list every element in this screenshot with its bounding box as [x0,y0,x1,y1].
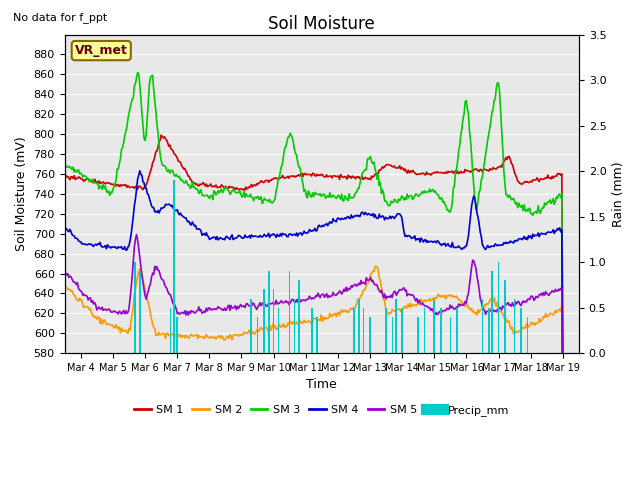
Bar [263,289,265,353]
Bar [488,308,490,353]
Bar [395,299,397,353]
Bar [316,317,317,353]
Bar [358,299,360,353]
Bar [298,280,300,353]
Bar [520,308,522,353]
Bar [482,299,483,353]
Bar [273,289,275,353]
Bar [456,308,458,353]
Bar [417,317,419,353]
Bar [392,317,394,353]
Bar [433,299,435,353]
Bar [527,317,529,353]
Bar [353,308,355,353]
Bar [289,271,291,353]
Bar [173,180,175,353]
Y-axis label: Rain (mm): Rain (mm) [612,161,625,227]
Bar [504,280,506,353]
Bar [449,317,451,353]
Bar [492,271,493,353]
Title: Soil Moisture: Soil Moisture [268,15,375,33]
Bar [514,299,515,353]
Bar [363,308,364,353]
Bar [268,271,269,353]
X-axis label: Time: Time [307,378,337,392]
Bar [385,308,387,353]
Bar [250,299,252,353]
Text: No data for f_ppt: No data for f_ppt [13,12,107,23]
Bar [424,308,426,353]
Bar [134,262,136,353]
Text: VR_met: VR_met [75,44,128,57]
Bar [440,308,442,353]
Legend: SM 1, SM 2, SM 3, SM 4, SM 5, Precip_mm: SM 1, SM 2, SM 3, SM 4, SM 5, Precip_mm [129,400,514,420]
Bar [401,308,403,353]
Y-axis label: Soil Moisture (mV): Soil Moisture (mV) [15,136,28,251]
Bar [369,317,371,353]
Bar [170,308,172,353]
Bar [257,317,259,353]
Bar [498,262,499,353]
Bar [176,317,178,353]
Bar [294,299,295,353]
Bar [311,308,313,353]
Bar [140,271,141,353]
Bar [278,308,279,353]
